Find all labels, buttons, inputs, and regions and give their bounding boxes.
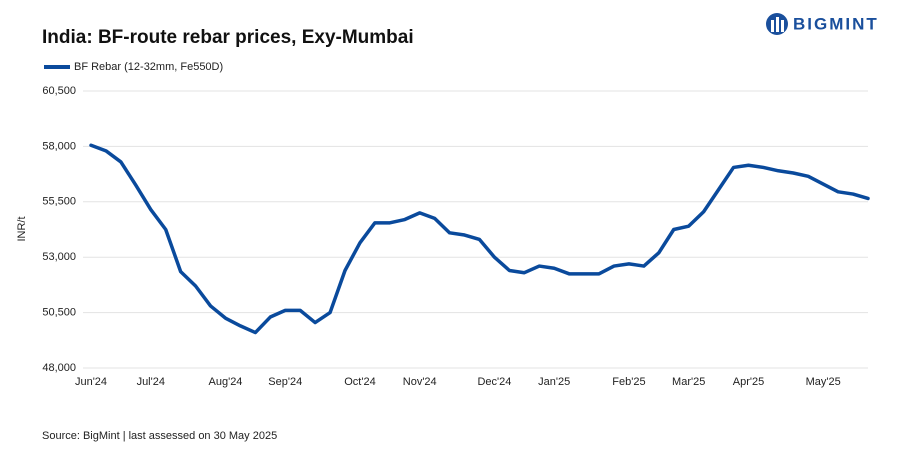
series-line: [89, 143, 870, 335]
legend-label: BF Rebar (12-32mm, Fe550D): [74, 61, 223, 73]
x-tick-label: Aug'24: [209, 376, 243, 388]
y-tick-label: 53,000: [42, 251, 76, 263]
logo: BIGMINT: [766, 13, 879, 35]
logo-icon-bar: [776, 17, 779, 32]
x-tick-label: Dec'24: [477, 376, 511, 388]
y-tick-label: 48,000: [42, 362, 76, 374]
x-tick-label: Mar'25: [672, 376, 705, 388]
x-tick-label: Oct'24: [344, 376, 375, 388]
x-tick-label: Jul'24: [137, 376, 165, 388]
logo-icon-bar: [771, 20, 774, 32]
logo-icon-bar: [781, 20, 784, 32]
x-tick-label: Jan'25: [538, 376, 570, 388]
x-tick-label: Jun'24: [75, 376, 107, 388]
x-tick-label: Sep'24: [268, 376, 302, 388]
source-note: Source: BigMint | last assessed on 30 Ma…: [42, 430, 277, 442]
y-tick-label: 50,500: [42, 307, 76, 319]
x-tick-label: Apr'25: [733, 376, 764, 388]
y-tick-label: 60,500: [42, 85, 76, 97]
y-tick-label: 55,500: [42, 196, 76, 208]
y-axis-label: INR/t: [16, 216, 28, 241]
brand: BIGMINT: [793, 14, 879, 33]
chart-title: India: BF-route rebar prices, Exy-Mumbai: [42, 27, 414, 48]
y-tick-label: 58,000: [42, 140, 76, 152]
x-tick-label: May'25: [806, 376, 841, 388]
x-tick-label: Feb'25: [612, 376, 645, 388]
x-tick-label: Nov'24: [403, 376, 437, 388]
